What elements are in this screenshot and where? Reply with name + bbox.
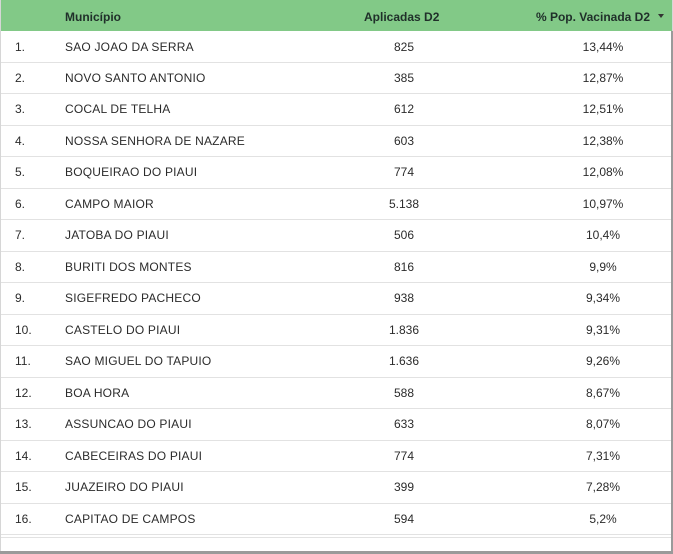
table-row[interactable]: 15. JUAZEIRO DO PIAUI 399 7,28%	[1, 472, 672, 504]
header-aplicadas-d2[interactable]: Aplicadas D2	[364, 10, 440, 24]
table-row[interactable]: 1. SAO JOAO DA SERRA 825 13,44%	[1, 31, 672, 63]
row-municipio: SAO MIGUEL DO TAPUIO	[65, 354, 212, 368]
row-aplicadas-d2: 603	[393, 133, 415, 148]
row-aplicadas-d2: 1.636	[388, 354, 420, 368]
row-pct-pop-vacinada-d2: 12,38%	[582, 133, 624, 148]
row-municipio: SIGEFREDO PACHECO	[65, 291, 201, 305]
row-aplicadas-d2: 612	[393, 102, 415, 116]
row-municipio: NOSSA SENHORA DE NAZARE	[65, 133, 245, 148]
row-municipio: NOVO SANTO ANTONIO	[65, 70, 206, 85]
row-municipio: COCAL DE TELHA	[65, 102, 171, 116]
table-row[interactable]: 13. ASSUNCAO DO PIAUI 633 8,07%	[1, 409, 672, 441]
table-row[interactable]: 10. CASTELO DO PIAUI 1.836 9,31%	[1, 315, 672, 346]
row-index: 8.	[15, 259, 26, 274]
row-pct-pop-vacinada-d2: 8,67%	[585, 385, 621, 400]
row-index: 11.	[15, 354, 31, 368]
row-aplicadas-d2: 938	[393, 291, 415, 305]
row-pct-pop-vacinada-d2: 5,2%	[589, 511, 617, 526]
scrollbar-edge[interactable]	[671, 31, 673, 554]
row-index: 9.	[15, 291, 26, 305]
row-pct-pop-vacinada-d2: 9,9%	[589, 259, 617, 274]
row-municipio: JATOBA DO PIAUI	[65, 228, 169, 242]
table-footer-divider	[1, 537, 672, 538]
row-index: 13.	[15, 417, 32, 431]
row-pct-pop-vacinada-d2: 10,97%	[582, 196, 624, 211]
row-aplicadas-d2: 774	[393, 165, 415, 179]
table-row[interactable]: 2. NOVO SANTO ANTONIO 385 12,87%	[1, 63, 672, 94]
header-pct-pop-vacinada-d2[interactable]: % Pop. Vacinada D2	[535, 10, 650, 24]
row-aplicadas-d2: 633	[393, 417, 415, 431]
row-municipio: CASTELO DO PIAUI	[65, 322, 181, 337]
table-header: Município Aplicadas D2 % Pop. Vacinada D…	[1, 0, 672, 31]
row-aplicadas-d2: 816	[393, 259, 415, 274]
row-pct-pop-vacinada-d2: 12,51%	[582, 102, 624, 116]
row-index: 7.	[15, 228, 26, 242]
table-row[interactable]: 16. CAPITAO DE CAMPOS 594 5,2%	[1, 504, 672, 535]
row-municipio: CABECEIRAS DO PIAUI	[65, 448, 203, 463]
table-row[interactable]: 4. NOSSA SENHORA DE NAZARE 603 12,38%	[1, 126, 672, 157]
table-row[interactable]: 14. CABECEIRAS DO PIAUI 774 7,31%	[1, 441, 672, 472]
row-index: 4.	[15, 133, 26, 148]
row-aplicadas-d2: 385	[393, 70, 415, 85]
sort-desc-icon[interactable]	[658, 14, 664, 18]
row-index: 10.	[15, 322, 32, 337]
row-pct-pop-vacinada-d2: 9,26%	[585, 354, 621, 368]
table-row[interactable]: 12. BOA HORA 588 8,67%	[1, 378, 672, 409]
table-row[interactable]: 9. SIGEFREDO PACHECO 938 9,34%	[1, 283, 672, 315]
row-aplicadas-d2: 5.138	[388, 196, 420, 211]
row-pct-pop-vacinada-d2: 12,08%	[582, 165, 624, 179]
row-pct-pop-vacinada-d2: 7,31%	[585, 448, 621, 463]
header-municipio[interactable]: Município	[65, 10, 121, 24]
row-pct-pop-vacinada-d2: 7,28%	[585, 480, 621, 494]
row-municipio: BURITI DOS MONTES	[65, 259, 192, 274]
row-index: 3.	[15, 102, 26, 116]
row-municipio: BOQUEIRAO DO PIAUI	[65, 165, 198, 179]
table-row[interactable]: 11. SAO MIGUEL DO TAPUIO 1.636 9,26%	[1, 346, 672, 378]
row-aplicadas-d2: 588	[393, 385, 415, 400]
row-aplicadas-d2: 825	[393, 40, 415, 54]
row-municipio: BOA HORA	[65, 385, 130, 400]
bottom-edge	[0, 551, 673, 554]
row-aplicadas-d2: 399	[393, 480, 415, 494]
row-pct-pop-vacinada-d2: 8,07%	[585, 417, 621, 431]
row-aplicadas-d2: 506	[393, 228, 415, 242]
row-pct-pop-vacinada-d2: 10,4%	[585, 228, 621, 242]
row-index: 6.	[15, 196, 26, 211]
table-row[interactable]: 5. BOQUEIRAO DO PIAUI 774 12,08%	[1, 157, 672, 189]
table-row[interactable]: 3. COCAL DE TELHA 612 12,51%	[1, 94, 672, 126]
row-municipio: CAMPO MAIOR	[65, 196, 154, 211]
row-index: 15.	[15, 480, 32, 494]
row-pct-pop-vacinada-d2: 9,31%	[585, 322, 621, 337]
table-row[interactable]: 8. BURITI DOS MONTES 816 9,9%	[1, 252, 672, 283]
row-index: 1.	[15, 40, 26, 54]
row-index: 5.	[15, 165, 26, 179]
row-pct-pop-vacinada-d2: 12,87%	[582, 70, 624, 85]
row-aplicadas-d2: 1.836	[388, 322, 420, 337]
table-body: 1. SAO JOAO DA SERRA 825 13,44% 2. NOVO SANTO…	[1, 31, 672, 535]
row-municipio: JUAZEIRO DO PIAUI	[65, 480, 184, 494]
row-aplicadas-d2: 774	[393, 448, 415, 463]
row-index: 2.	[15, 70, 26, 85]
row-pct-pop-vacinada-d2: 9,34%	[585, 291, 621, 305]
table-row[interactable]: 7. JATOBA DO PIAUI 506 10,4%	[1, 220, 672, 252]
row-index: 14.	[15, 448, 32, 463]
row-pct-pop-vacinada-d2: 13,44%	[582, 40, 624, 54]
table-row[interactable]: 6. CAMPO MAIOR 5.138 10,97%	[1, 189, 672, 220]
row-municipio: CAPITAO DE CAMPOS	[65, 511, 196, 526]
row-aplicadas-d2: 594	[393, 511, 415, 526]
row-index: 16.	[15, 511, 32, 526]
row-municipio: SAO JOAO DA SERRA	[65, 40, 194, 54]
row-index: 12.	[15, 385, 32, 400]
row-municipio: ASSUNCAO DO PIAUI	[65, 417, 192, 431]
